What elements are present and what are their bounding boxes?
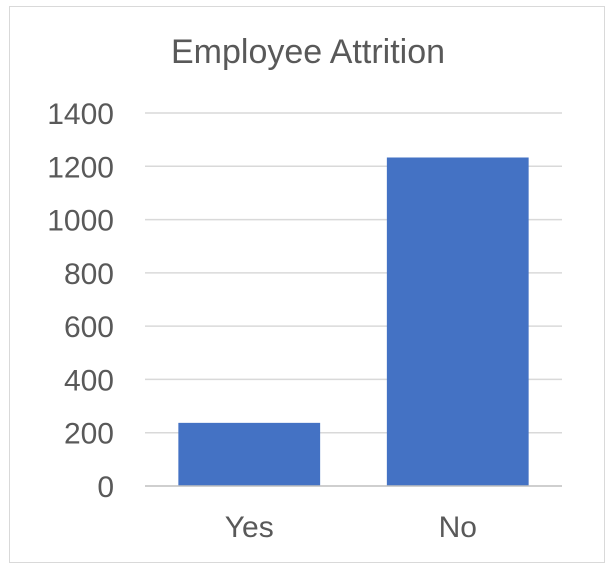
y-tick-label: 0 bbox=[97, 471, 114, 504]
x-category-label: No bbox=[439, 511, 477, 544]
chart-title: Employee Attrition bbox=[171, 33, 445, 71]
y-tick-label: 1400 bbox=[47, 98, 114, 131]
y-tick-label: 600 bbox=[64, 311, 114, 344]
y-tick-label: 400 bbox=[64, 364, 114, 397]
y-tick-label: 1200 bbox=[47, 151, 114, 184]
y-tick-label: 1000 bbox=[47, 205, 114, 238]
y-tick-label: 200 bbox=[64, 418, 114, 451]
bars bbox=[178, 157, 529, 486]
bar-no bbox=[386, 157, 529, 486]
y-axis-ticks: 0 200 400 600 800 1000 1200 1400 bbox=[47, 98, 114, 504]
y-tick-label: 800 bbox=[64, 258, 114, 291]
bar-yes bbox=[178, 422, 321, 486]
x-axis-categories: Yes No bbox=[225, 511, 477, 544]
x-category-label: Yes bbox=[225, 511, 274, 544]
